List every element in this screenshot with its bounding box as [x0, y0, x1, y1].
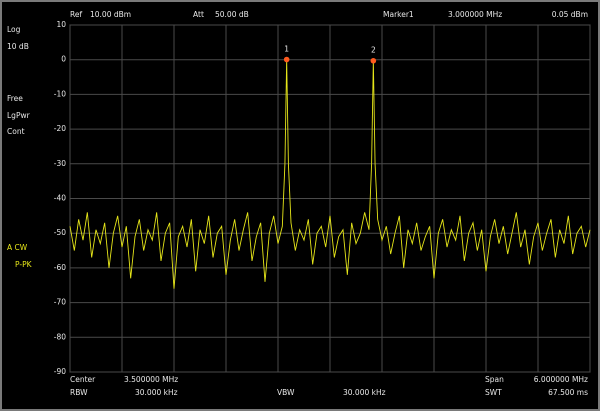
- span-value: 6.000000 MHz: [534, 375, 588, 384]
- ref-value: 10.00 dBm: [90, 10, 131, 19]
- swt-label: SWT: [485, 388, 502, 397]
- vbw-value: 30.000 kHz: [343, 388, 386, 397]
- y-tick-label: -10: [54, 89, 66, 98]
- scale-type: Log: [7, 25, 21, 34]
- y-tick-label: 0: [61, 55, 66, 64]
- y-tick-label: 10: [56, 20, 66, 29]
- y-tick-label: -90: [54, 367, 66, 376]
- y-tick-label: -20: [54, 124, 66, 133]
- scale-div: 10 dB: [7, 42, 29, 51]
- ref-label: Ref: [70, 10, 82, 19]
- marker-freq: 3.000000 MHz: [448, 10, 502, 19]
- marker-level: 0.05 dBm: [552, 10, 588, 19]
- marker: [283, 56, 290, 63]
- rbw-value: 30.000 kHz: [135, 388, 178, 397]
- vbw-label: VBW: [277, 388, 295, 397]
- y-tick-label: -70: [54, 298, 66, 307]
- y-tick-label: -80: [54, 332, 66, 341]
- y-tick-label: -60: [54, 263, 66, 272]
- center-label: Center: [70, 375, 96, 384]
- att-value: 50.00 dB: [215, 10, 249, 19]
- trace: [69, 59, 591, 289]
- swt-value: 67.500 ms: [548, 388, 588, 397]
- trace-mode: A CW: [7, 243, 28, 252]
- rbw-label: RBW: [70, 388, 88, 397]
- y-tick-label: -30: [54, 159, 66, 168]
- y-tick-label: -50: [54, 228, 66, 237]
- sweep: Cont: [7, 127, 25, 136]
- y-tick-label: -40: [54, 194, 66, 203]
- detector: P-PK: [15, 260, 33, 269]
- span-label: Span: [485, 375, 504, 384]
- att-label: Att: [193, 10, 204, 19]
- marker-label: 2: [371, 46, 376, 55]
- mode: LgPwr: [7, 111, 31, 120]
- marker-label: 1: [284, 45, 289, 54]
- trigger: Free: [7, 94, 23, 103]
- marker: [370, 57, 377, 64]
- marker-label: Marker1: [383, 10, 414, 19]
- center-value: 3.500000 MHz: [124, 375, 178, 384]
